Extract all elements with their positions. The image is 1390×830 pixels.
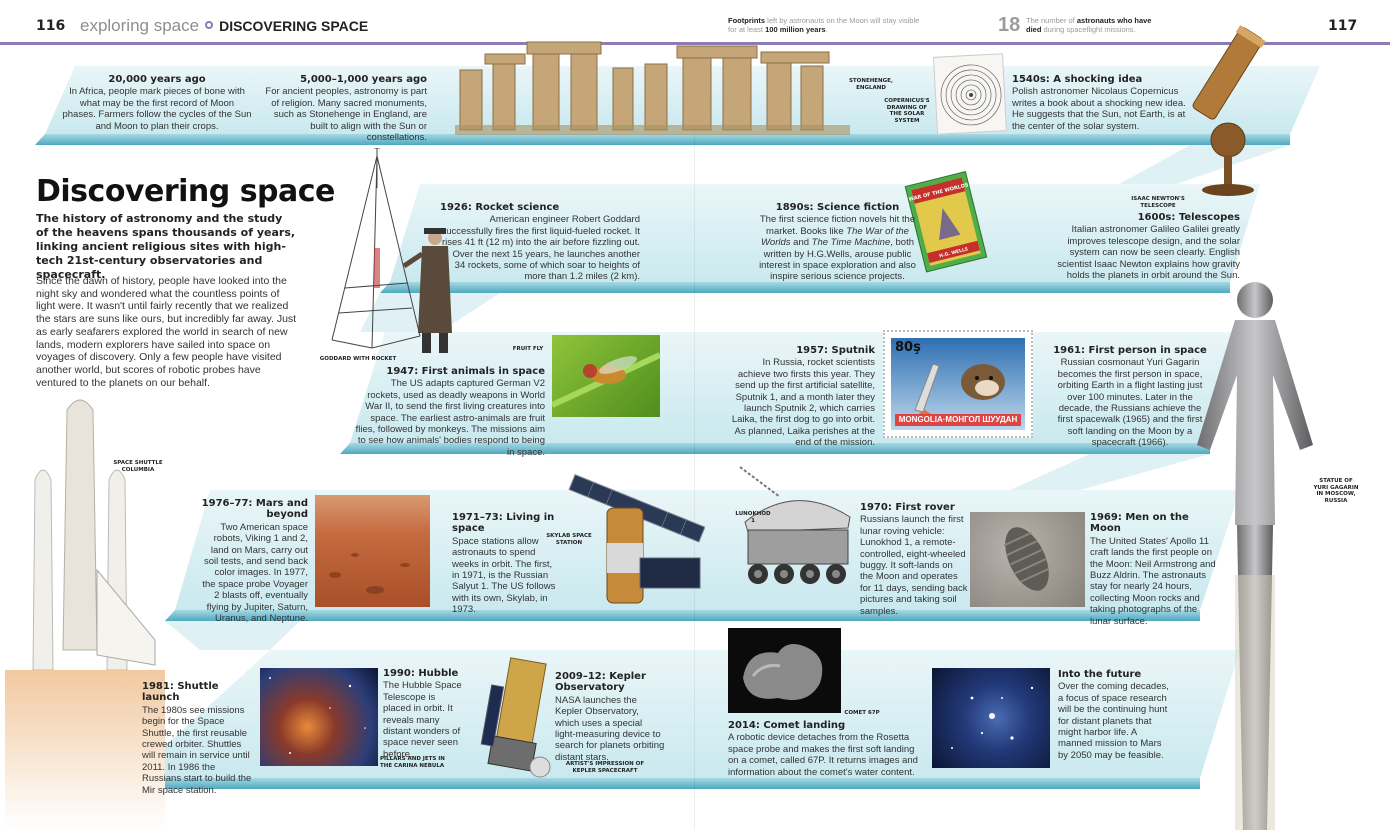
running-head-chapter: exploring space xyxy=(80,16,200,35)
entry-1890s: 1890s: Science fiction The first science… xyxy=(759,202,916,283)
moon-footprint-image xyxy=(970,512,1085,607)
caption-newton: ISAAC NEWTON'S TELESCOPE xyxy=(1131,196,1185,209)
caption-gagarin: STATUE OF YURI GAGARIN IN MOSCOW, RUSSIA xyxy=(1313,478,1359,504)
gagarin-statue-image xyxy=(1197,282,1313,830)
caption-comet: COMET 67P xyxy=(844,710,880,716)
sputnik-stamp: 80ş MONGOLIA·МОНГОЛ ШУУДАН xyxy=(883,330,1033,438)
kepler-spacecraft-image xyxy=(480,657,551,778)
intro-text: The history of astronomy and the study o… xyxy=(36,212,296,281)
caption-skylab: SKYLAB SPACE STATION xyxy=(546,533,592,546)
starfield-image xyxy=(932,668,1050,768)
left-page-number: 116 xyxy=(36,18,66,34)
stars-icon xyxy=(269,677,366,754)
entry-1947: 1947: First animals in space The US adap… xyxy=(355,366,545,458)
war-of-the-worlds-book: WAR OF THE WORLDS H.G. WELLS xyxy=(904,170,988,273)
lunokhod-image xyxy=(739,466,851,584)
stamp-country: MONGOLIA·МОНГОЛ ШУУДАН xyxy=(895,414,1021,426)
fact-astronauts: The number of astronauts who have died d… xyxy=(1026,16,1152,34)
page-gutter xyxy=(694,45,695,830)
comet-67p-image xyxy=(728,628,841,713)
entry-future: Into the future Over the coming decades,… xyxy=(1058,669,1169,761)
entry-1600s: 1600s: Telescopes Italian astronomer Gal… xyxy=(1057,212,1240,282)
entry-1981: 1981: Shuttle launch The 1980s see missi… xyxy=(142,681,252,796)
stamp-value: 80ş xyxy=(895,340,921,355)
goddard-rocket-image xyxy=(331,148,452,353)
entry-1970: 1970: First rover Russians launch the fi… xyxy=(860,502,968,617)
entry-1540s: 1540s: A shocking idea Polish astronomer… xyxy=(1012,74,1186,132)
entry-1926: 1926: Rocket science American engineer R… xyxy=(440,202,640,283)
star-cluster-icon xyxy=(951,686,1034,749)
running-head-section: DISCOVERING SPACE xyxy=(219,18,369,34)
caption-stonehenge: STONEHENGE, ENGLAND xyxy=(848,78,894,91)
entry-20000-years: 20,000 years ago In Africa, people mark … xyxy=(62,74,252,132)
fruit-fly-icon xyxy=(552,352,660,408)
orbit-rings-icon xyxy=(940,64,1002,126)
entry-1961: 1961: First person in space Russian cosm… xyxy=(1053,345,1207,449)
caption-fruit-fly: FRUIT FLY xyxy=(512,346,544,352)
skylab-image xyxy=(568,474,705,604)
header-rule xyxy=(0,42,1390,45)
caption-pillars: PILLARS AND JETS IN THE CARINA NEBULA xyxy=(380,756,445,769)
caption-shuttle: SPACE SHUTTLE COLUMBIA xyxy=(113,460,163,473)
stonehenge-image xyxy=(455,41,850,135)
footprint-icon xyxy=(1003,527,1049,591)
newton-telescope-image xyxy=(1192,25,1266,196)
space-shuttle-image xyxy=(5,399,165,830)
entry-1957: 1957: Sputnik In Russia, rocket scientis… xyxy=(731,345,875,449)
caption-goddard: GODDARD WITH ROCKET xyxy=(319,356,397,362)
fact-footprints: Footprints left by astronauts on the Moo… xyxy=(728,16,920,34)
entry-1971: 1971–73: Living in space Space stations … xyxy=(452,512,556,616)
bullet-icon xyxy=(205,21,214,29)
caption-kepler: ARTIST'S IMPRESSION OF KEPLER SPACECRAFT xyxy=(565,761,645,774)
fact-number: 18 xyxy=(998,14,1021,36)
entry-1976: 1976–77: Mars and beyond Two American sp… xyxy=(201,498,308,625)
entry-5000-years: 5,000–1,000 years ago For ancient people… xyxy=(265,74,427,144)
mars-surface-image xyxy=(315,495,430,607)
body-text: Since the dawn of history, people have l… xyxy=(36,275,297,389)
caption-lunokhod: LUNOKHOD 1 xyxy=(735,511,771,524)
copernicus-drawing xyxy=(933,53,1007,135)
caption-copernicus: COPERNICUS'S DRAWING OF THE SOLAR SYSTEM xyxy=(884,98,930,124)
entry-1990: 1990: Hubble The Hubble Space Telescope … xyxy=(383,668,462,760)
page-title: Discovering space xyxy=(36,174,335,209)
mars-rocks-icon xyxy=(329,553,410,594)
rocket-and-dog-icon xyxy=(914,363,1005,416)
carina-nebula-image xyxy=(260,668,378,766)
right-page-number: 117 xyxy=(1328,18,1358,34)
entry-1969: 1969: Men on the Moon The United States'… xyxy=(1090,512,1216,627)
fruit-fly-image xyxy=(552,335,660,417)
entry-2009: 2009–12: Kepler Observatory NASA launche… xyxy=(555,671,665,763)
entry-2014: 2014: Comet landing A robotic device det… xyxy=(728,720,918,778)
running-head: exploring space DISCOVERING SPACE xyxy=(80,16,368,36)
comet-icon xyxy=(743,644,823,701)
